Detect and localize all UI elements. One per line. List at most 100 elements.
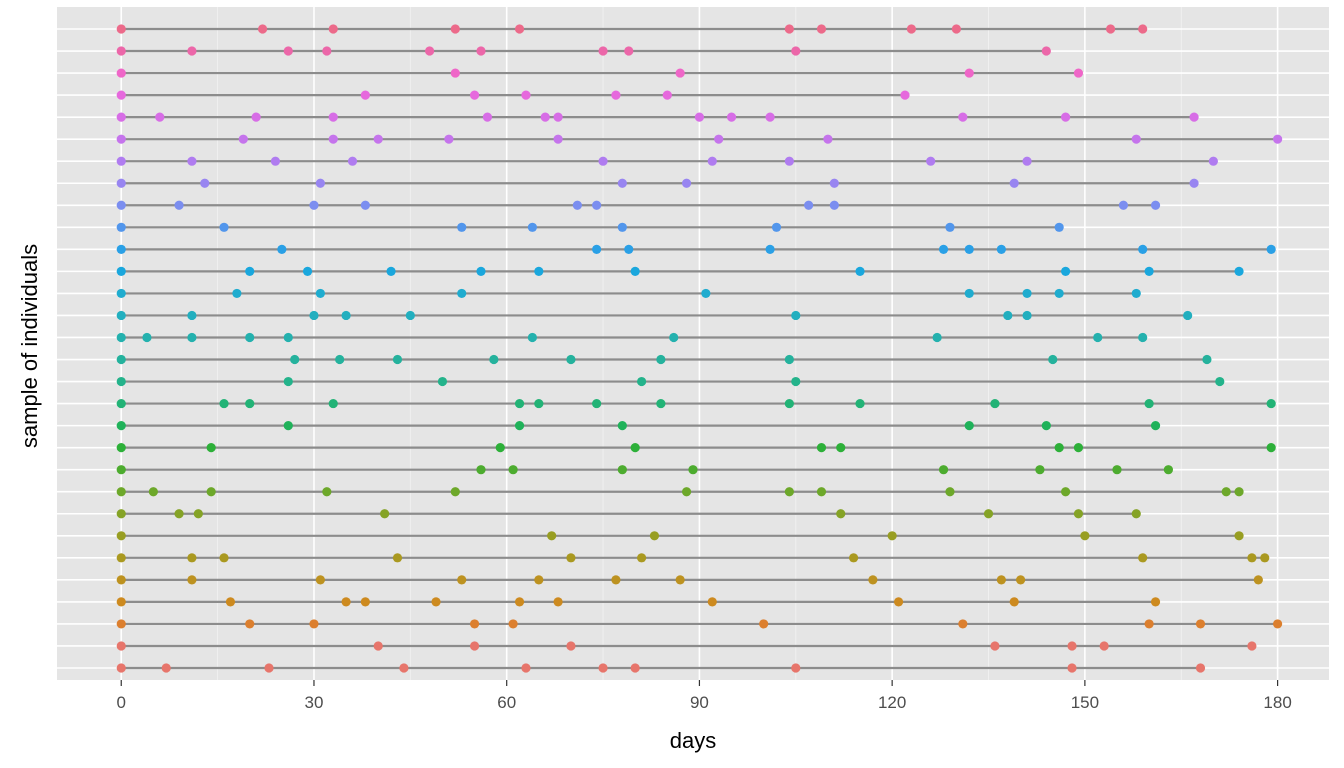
event-point	[257, 24, 268, 34]
event-point	[630, 443, 640, 453]
x-tick-label: 180	[1263, 693, 1291, 712]
event-point	[283, 332, 293, 343]
event-point	[1131, 134, 1141, 144]
event-point	[553, 112, 563, 122]
event-point	[360, 597, 370, 607]
event-point	[174, 509, 184, 519]
event-point	[437, 376, 448, 387]
event-point	[187, 575, 197, 585]
event-point	[1144, 619, 1154, 629]
event-point	[283, 376, 293, 387]
event-point	[566, 641, 576, 651]
event-point	[784, 487, 794, 497]
event-point	[1073, 443, 1084, 453]
event-point	[893, 597, 904, 607]
event-point	[431, 597, 441, 607]
event-point	[1073, 68, 1084, 78]
event-point	[675, 575, 685, 585]
event-point	[309, 310, 319, 321]
event-point	[322, 46, 332, 56]
event-point	[1099, 641, 1109, 651]
event-point	[1131, 509, 1141, 519]
event-point	[450, 68, 460, 78]
event-point	[996, 575, 1006, 585]
event-point	[116, 663, 126, 673]
event-point	[701, 288, 711, 299]
event-point	[1150, 597, 1161, 607]
event-point	[572, 200, 582, 210]
event-point	[1215, 376, 1225, 387]
event-point	[116, 244, 126, 254]
event-point	[791, 663, 801, 673]
plot-panel	[57, 7, 1329, 680]
event-point	[116, 443, 126, 453]
event-point	[386, 266, 396, 276]
event-point	[245, 332, 255, 343]
event-point	[270, 156, 281, 166]
event-point	[598, 156, 608, 166]
event-point	[116, 575, 126, 585]
event-point	[251, 112, 261, 122]
event-point	[816, 487, 827, 497]
event-point	[290, 354, 300, 365]
event-point	[1041, 46, 1051, 56]
event-point	[688, 465, 698, 475]
event-point	[277, 244, 287, 254]
event-point	[116, 376, 126, 387]
event-point	[1112, 465, 1122, 475]
event-point	[566, 553, 576, 563]
event-point	[457, 222, 467, 232]
event-point	[238, 134, 248, 144]
event-point	[1041, 421, 1051, 431]
event-point	[116, 24, 126, 34]
event-point	[1105, 24, 1116, 34]
event-point	[187, 553, 197, 563]
event-point	[148, 487, 158, 497]
event-point	[1150, 200, 1161, 210]
individual-segments	[57, 7, 1329, 680]
event-point	[669, 332, 679, 343]
event-point	[611, 90, 621, 100]
event-point	[219, 398, 229, 409]
event-point	[489, 354, 499, 365]
event-point	[392, 354, 403, 365]
event-point	[617, 421, 627, 431]
event-point	[116, 619, 126, 629]
event-point	[116, 68, 126, 78]
event-point	[765, 244, 775, 254]
event-point	[540, 112, 550, 122]
event-point	[964, 421, 974, 431]
event-point	[476, 465, 486, 475]
event-point	[219, 222, 229, 232]
event-point	[1234, 531, 1244, 541]
event-point	[932, 332, 942, 343]
event-point	[534, 398, 544, 409]
event-point	[1138, 244, 1148, 254]
event-point	[611, 575, 621, 585]
event-point	[964, 288, 974, 299]
event-point	[232, 288, 242, 299]
event-point	[116, 200, 126, 210]
event-point	[1260, 553, 1270, 563]
event-point	[926, 156, 936, 166]
event-point	[823, 134, 833, 144]
event-point	[116, 465, 126, 475]
event-point	[958, 112, 968, 122]
event-point	[193, 509, 203, 519]
event-point	[1266, 443, 1276, 453]
event-point	[245, 266, 255, 276]
event-point	[245, 619, 255, 629]
x-tick-label: 30	[305, 693, 324, 712]
event-point	[1138, 553, 1148, 563]
event-point	[187, 332, 197, 343]
event-point	[225, 597, 236, 607]
event-point	[630, 663, 640, 673]
event-point	[1067, 663, 1077, 673]
x-axis-ticks: 0 30 60 90 120 150 180	[117, 680, 1292, 712]
event-point	[592, 244, 602, 254]
event-point	[373, 134, 383, 144]
event-point	[1189, 112, 1199, 122]
event-point	[1138, 24, 1148, 34]
event-point	[457, 288, 467, 299]
event-point	[1054, 288, 1064, 299]
